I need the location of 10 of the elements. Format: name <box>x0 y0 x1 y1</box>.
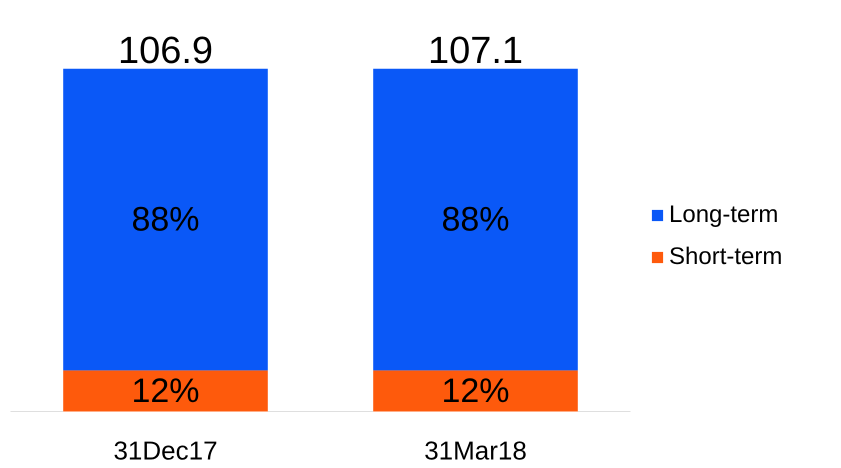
annotation: 106.9 <box>118 30 214 72</box>
annotation: 107.1 <box>428 30 524 72</box>
x-tick-label: 31Dec17 <box>113 436 218 466</box>
x-tick-label: 31Mar18 <box>424 436 527 466</box>
data-label: 12% <box>441 372 510 410</box>
data-label: 12% <box>131 372 200 410</box>
legend-label: Short-term <box>669 243 782 271</box>
data-label: 88% <box>131 200 200 239</box>
legend-label: Long-term <box>669 201 778 229</box>
data-label: 88% <box>441 200 510 239</box>
